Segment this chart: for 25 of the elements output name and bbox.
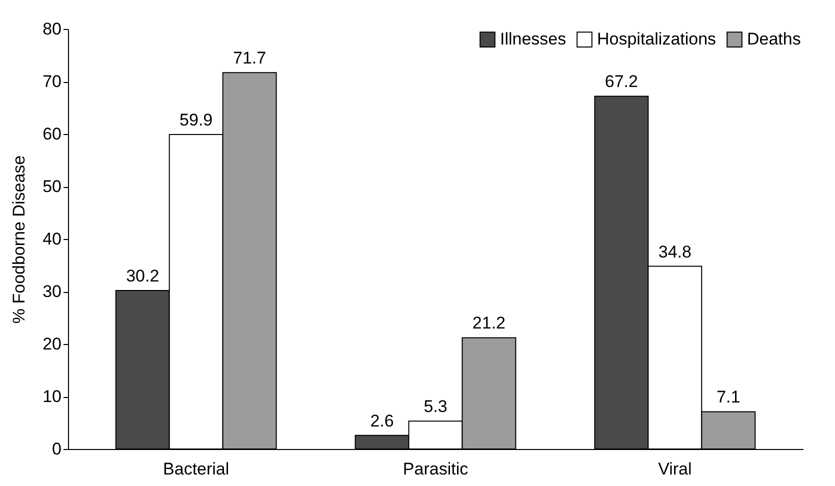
data-label: 67.2 xyxy=(604,72,638,92)
y-tick-label: 50 xyxy=(42,177,62,196)
legend-label: Illnesses xyxy=(500,30,566,49)
data-label: 5.3 xyxy=(424,397,448,416)
data-label: 2.6 xyxy=(370,411,394,430)
x-tick-label: Parasitic xyxy=(402,460,469,478)
legend-label: Deaths xyxy=(747,30,801,49)
data-label: 34.8 xyxy=(658,242,692,262)
data-label: 59.9 xyxy=(180,110,213,130)
y-tick-label: 10 xyxy=(42,387,62,406)
legend-label: Hospitalizations xyxy=(597,30,716,49)
data-label: 7.1 xyxy=(716,388,740,407)
data-label: 30.2 xyxy=(126,266,160,286)
y-axis-title: % Foodborne Disease xyxy=(10,155,29,324)
x-tick-label: Viral xyxy=(658,460,692,478)
y-tick-label: 80 xyxy=(42,20,62,38)
y-tick-label: 20 xyxy=(42,334,62,354)
data-label: 71.7 xyxy=(233,48,266,68)
y-tick-label: 40 xyxy=(42,230,62,248)
y-tick-label: 0 xyxy=(52,440,62,458)
data-label: 21.2 xyxy=(472,314,506,333)
y-tick-label: 70 xyxy=(42,72,62,91)
x-tick-label: Bacterial xyxy=(163,460,230,478)
y-tick-label: 60 xyxy=(42,124,62,144)
y-tick-label: 30 xyxy=(42,282,62,301)
